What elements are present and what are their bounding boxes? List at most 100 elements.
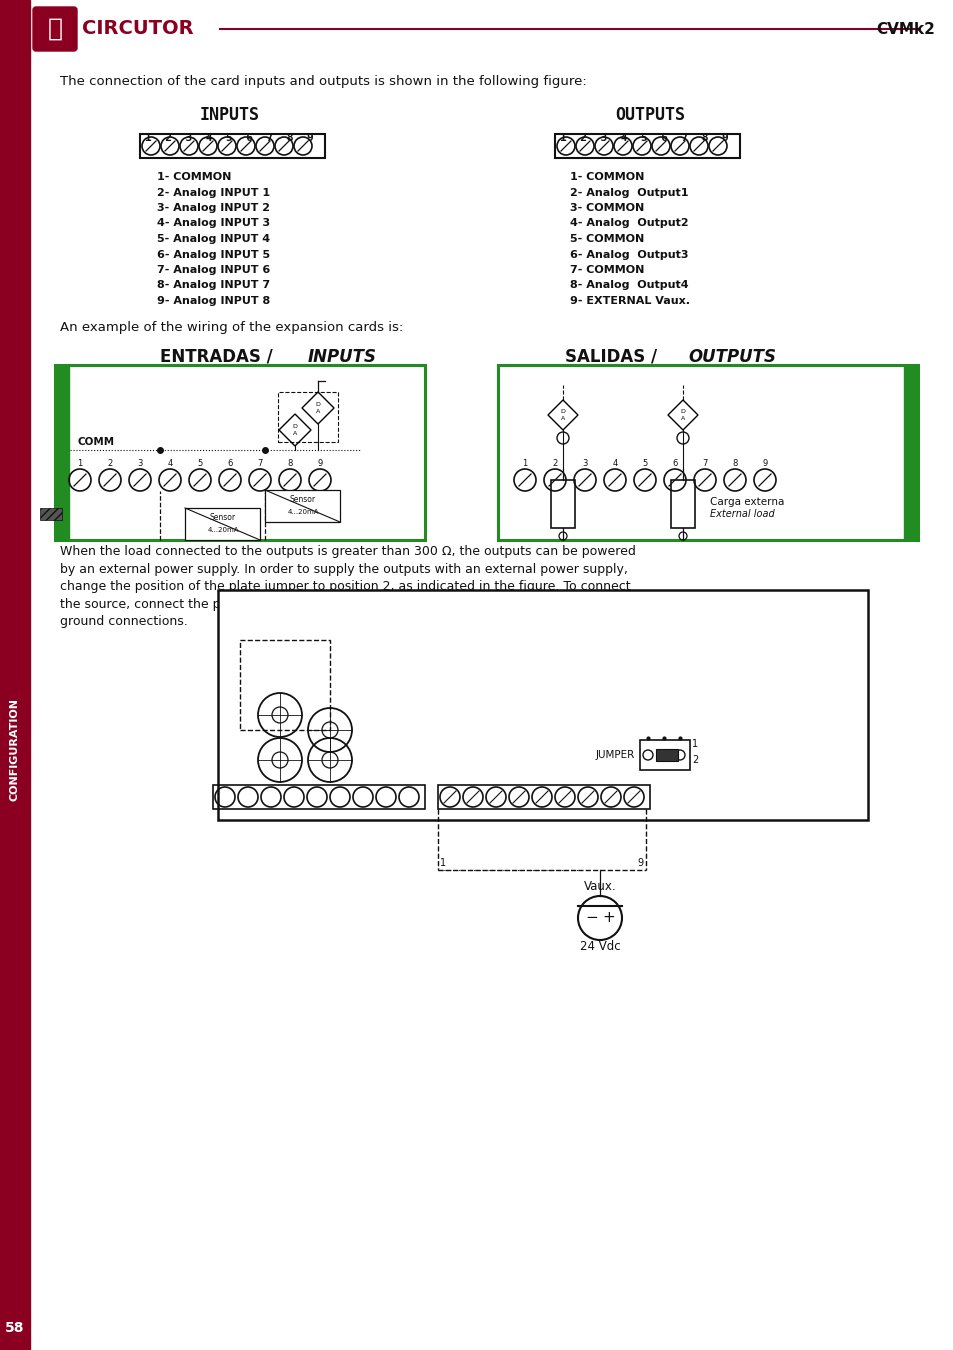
Text: An example of the wiring of the expansion cards is:: An example of the wiring of the expansio… [60, 321, 403, 335]
Text: ground connections.: ground connections. [60, 616, 188, 629]
Text: D: D [293, 424, 297, 429]
Bar [656, 749, 678, 761]
Text: OUTPUTS: OUTPUTS [687, 348, 775, 366]
Text: 24 Vdc: 24 Vdc [579, 940, 619, 953]
Text: 4- Analog INPUT 3: 4- Analog INPUT 3 [157, 219, 270, 228]
Text: 9: 9 [638, 859, 643, 868]
Text: Ⓒ: Ⓒ [48, 18, 63, 40]
Text: the source, connect the positive cable to terminal No. 9 and the negative cable : the source, connect the positive cable t… [60, 598, 641, 612]
Text: 2- Analog  Output1: 2- Analog Output1 [569, 188, 688, 197]
Bar [497, 364, 917, 540]
Text: 5- Analog INPUT 4: 5- Analog INPUT 4 [157, 234, 270, 244]
Text: 1- COMMON: 1- COMMON [569, 171, 643, 182]
Bar [551, 481, 575, 528]
Text: 5: 5 [641, 459, 647, 468]
Text: The connection of the card inputs and outputs is shown in the following figure:: The connection of the card inputs and ou… [60, 76, 586, 89]
Text: A: A [315, 409, 320, 414]
Text: 4: 4 [167, 459, 172, 468]
Bar [240, 640, 330, 730]
Text: 7- Analog INPUT 6: 7- Analog INPUT 6 [157, 265, 270, 275]
Text: INPUTS: INPUTS [200, 107, 260, 124]
Bar [40, 508, 62, 520]
Text: When the load connected to the outputs is greater than 300 Ω, the outputs can be: When the load connected to the outputs i… [60, 545, 636, 559]
Text: 1: 1 [439, 859, 446, 868]
Bar [213, 784, 424, 809]
Text: 9- Analog INPUT 8: 9- Analog INPUT 8 [157, 296, 270, 306]
Text: 7: 7 [257, 459, 262, 468]
Text: D: D [679, 409, 684, 414]
Text: 6- Analog  Output3: 6- Analog Output3 [569, 250, 688, 259]
Text: 1- COMMON: 1- COMMON [157, 171, 232, 182]
Text: 6: 6 [227, 459, 233, 468]
Text: 2: 2 [691, 755, 698, 765]
Text: 3- COMMON: 3- COMMON [569, 202, 643, 213]
Text: A: A [680, 417, 684, 421]
Text: 9: 9 [317, 459, 322, 468]
Text: 9: 9 [761, 459, 767, 468]
Bar [218, 590, 867, 819]
Text: 6- Analog INPUT 5: 6- Analog INPUT 5 [157, 250, 270, 259]
Text: Sensor: Sensor [290, 495, 315, 505]
Text: JUMPER: JUMPER [595, 751, 635, 760]
Text: Carga externa: Carga externa [709, 497, 783, 508]
Bar [639, 740, 689, 770]
Text: OUTPUTS: OUTPUTS [615, 107, 684, 124]
Bar [437, 784, 649, 809]
Text: 3: 3 [137, 459, 143, 468]
Bar [55, 364, 424, 540]
Text: 9- EXTERNAL Vaux.: 9- EXTERNAL Vaux. [569, 296, 689, 306]
Text: 1: 1 [522, 459, 527, 468]
Text: D: D [315, 402, 320, 408]
Text: 1: 1 [691, 738, 698, 749]
Text: SALIDAS /: SALIDAS / [564, 348, 662, 366]
Bar [55, 364, 69, 540]
Bar [903, 364, 917, 540]
Text: 2- Analog INPUT 1: 2- Analog INPUT 1 [157, 188, 270, 197]
Text: 8- Analog  Output4: 8- Analog Output4 [569, 281, 688, 290]
Text: by an external power supply. In order to supply the outputs with an external pow: by an external power supply. In order to… [60, 563, 627, 576]
Bar [670, 481, 695, 528]
Text: 1: 1 [77, 459, 83, 468]
Text: COMM: COMM [78, 437, 115, 447]
Text: A: A [293, 432, 296, 436]
Text: 58: 58 [6, 1322, 25, 1335]
Text: 2: 2 [552, 459, 558, 468]
Text: Vaux.: Vaux. [583, 880, 616, 894]
Text: 8- Analog INPUT 7: 8- Analog INPUT 7 [157, 281, 270, 290]
Text: 8: 8 [287, 459, 293, 468]
Text: 5- COMMON: 5- COMMON [569, 234, 643, 244]
Text: 3: 3 [581, 459, 587, 468]
Text: change the position of the plate jumper to position 2, as indicated in the figur: change the position of the plate jumper … [60, 580, 630, 594]
Bar [185, 508, 260, 540]
Text: A: A [560, 417, 564, 421]
FancyBboxPatch shape [33, 7, 77, 51]
Text: 3- Analog INPUT 2: 3- Analog INPUT 2 [157, 202, 270, 213]
Bar [555, 134, 740, 158]
Text: 7- COMMON: 7- COMMON [569, 265, 643, 275]
Text: 4...20mA: 4...20mA [287, 509, 318, 514]
Bar [30, 0, 230, 55]
Text: ENTRADAS /: ENTRADAS / [160, 348, 278, 366]
Text: CVMk2: CVMk2 [875, 22, 934, 36]
Text: CIRCUTOR: CIRCUTOR [82, 19, 193, 39]
Text: D: D [560, 409, 565, 414]
Text: INPUTS: INPUTS [308, 348, 376, 366]
Text: 4- Analog  Output2: 4- Analog Output2 [569, 219, 688, 228]
Text: +: + [602, 910, 615, 926]
Bar [265, 490, 339, 522]
Text: 1  2  3  4  5  6  7  8  9: 1 2 3 4 5 6 7 8 9 [559, 134, 728, 143]
Text: 7: 7 [701, 459, 707, 468]
Bar [140, 134, 325, 158]
Text: 1  2  3  4  5  6  7  8  9: 1 2 3 4 5 6 7 8 9 [145, 134, 314, 143]
Text: 4...20mA: 4...20mA [207, 526, 238, 533]
Text: 4: 4 [612, 459, 617, 468]
Text: 6: 6 [672, 459, 677, 468]
Text: 8: 8 [732, 459, 737, 468]
Text: −: − [585, 910, 598, 926]
Text: CONFIGURATION: CONFIGURATION [10, 698, 20, 802]
Text: External load: External load [709, 509, 774, 518]
Bar [277, 392, 337, 441]
Text: 5: 5 [197, 459, 202, 468]
Bar [0, 0, 30, 1350]
Text: Sensor: Sensor [210, 513, 235, 522]
